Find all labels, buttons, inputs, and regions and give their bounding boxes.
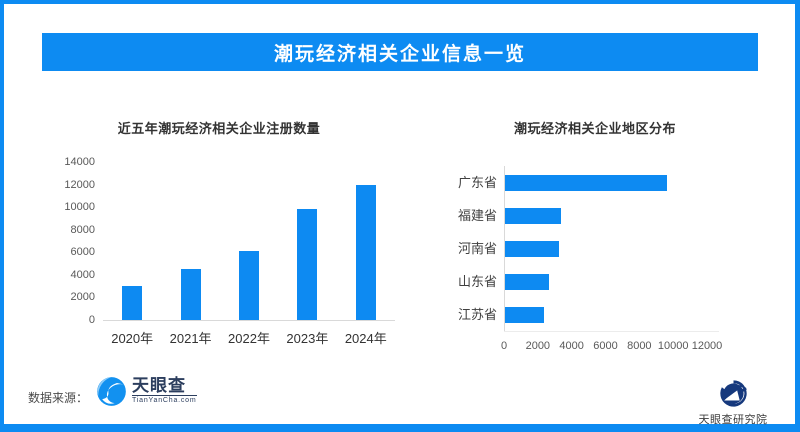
bar <box>505 273 549 290</box>
bar <box>505 306 544 323</box>
tianyancha-logo: 天眼查 TianYanCha.com <box>96 376 197 407</box>
region-distribution-bar-chart: 潮玩经济相关企业地区分布 广东省福建省河南省山东省江苏省 0 2000 4000 600… <box>440 112 780 362</box>
y-axis-tick-label: 10000 <box>64 201 95 214</box>
right-chart-title: 潮玩经济相关企业地区分布 <box>513 121 676 136</box>
y-axis-category-label: 河南省 <box>457 241 497 256</box>
y-axis-tick-label: 4000 <box>70 268 95 281</box>
bar <box>355 184 376 320</box>
bar <box>180 269 201 320</box>
registration-count-bar-chart: 近五年潮玩经济相关企业注册数量 0 2000 4000 6000 8000 10000 12… <box>43 112 395 362</box>
y-axis-line <box>504 166 505 331</box>
bar <box>239 251 259 320</box>
x-axis-tick-label: 12000 <box>691 340 723 352</box>
research-institute-icon <box>719 380 747 407</box>
y-axis-tick-label: 6000 <box>70 246 95 259</box>
tianyancha-url: TianYanCha.com <box>132 395 197 404</box>
x-axis-category-label: 2022年 <box>228 331 270 346</box>
x-axis-tick-label: 10000 <box>657 340 689 352</box>
header-banner: 潮玩经济相关企业信息一览 <box>42 33 758 71</box>
x-axis-tick-label: 0 <box>500 340 508 352</box>
bar <box>505 174 668 191</box>
data-source-label: 数据来源： <box>28 391 89 405</box>
x-axis-category-label: 2020年 <box>111 331 154 346</box>
x-axis-category-label: 2024年 <box>344 331 387 346</box>
tianyancha-eye-icon <box>97 377 126 406</box>
tianyancha-logo-text: 天眼查 TianYanCha.com <box>132 376 197 404</box>
y-axis-category-label: 江苏省 <box>457 307 497 322</box>
y-axis-tick-label: 2000 <box>70 291 95 304</box>
x-axis-category-label: 2021年 <box>169 331 212 346</box>
x-axis-category-label: 2023年 <box>286 331 329 346</box>
y-axis-tick-label: 12000 <box>64 178 95 191</box>
x-axis-tick-label: 6000 <box>593 340 618 352</box>
bar <box>505 240 560 257</box>
y-axis-tick-label: 8000 <box>70 223 95 236</box>
page-title: 潮玩经济相关企业信息一览 <box>273 43 526 65</box>
x-axis-line <box>103 320 395 321</box>
bar <box>505 207 561 224</box>
y-axis-category-label: 山东省 <box>457 274 497 289</box>
y-axis-tick-label: 0 <box>88 314 95 326</box>
y-axis-tick-label: 14000 <box>64 156 95 168</box>
y-axis-category-label: 广东省 <box>457 175 497 190</box>
x-axis-line <box>504 331 719 332</box>
research-institute-logo: 天眼查研究院 <box>688 378 778 427</box>
tianyancha-name: 天眼查 <box>132 376 186 395</box>
bar <box>122 286 143 320</box>
y-axis-category-label: 福建省 <box>457 208 497 223</box>
bar <box>297 209 318 320</box>
x-axis-tick-label: 2000 <box>525 340 551 352</box>
x-axis-tick-label: 8000 <box>627 340 652 352</box>
x-axis-tick-label: 4000 <box>559 340 584 352</box>
research-institute-name: 天眼查研究院 <box>698 414 768 426</box>
left-chart-title: 近五年潮玩经济相关企业注册数量 <box>117 121 321 136</box>
